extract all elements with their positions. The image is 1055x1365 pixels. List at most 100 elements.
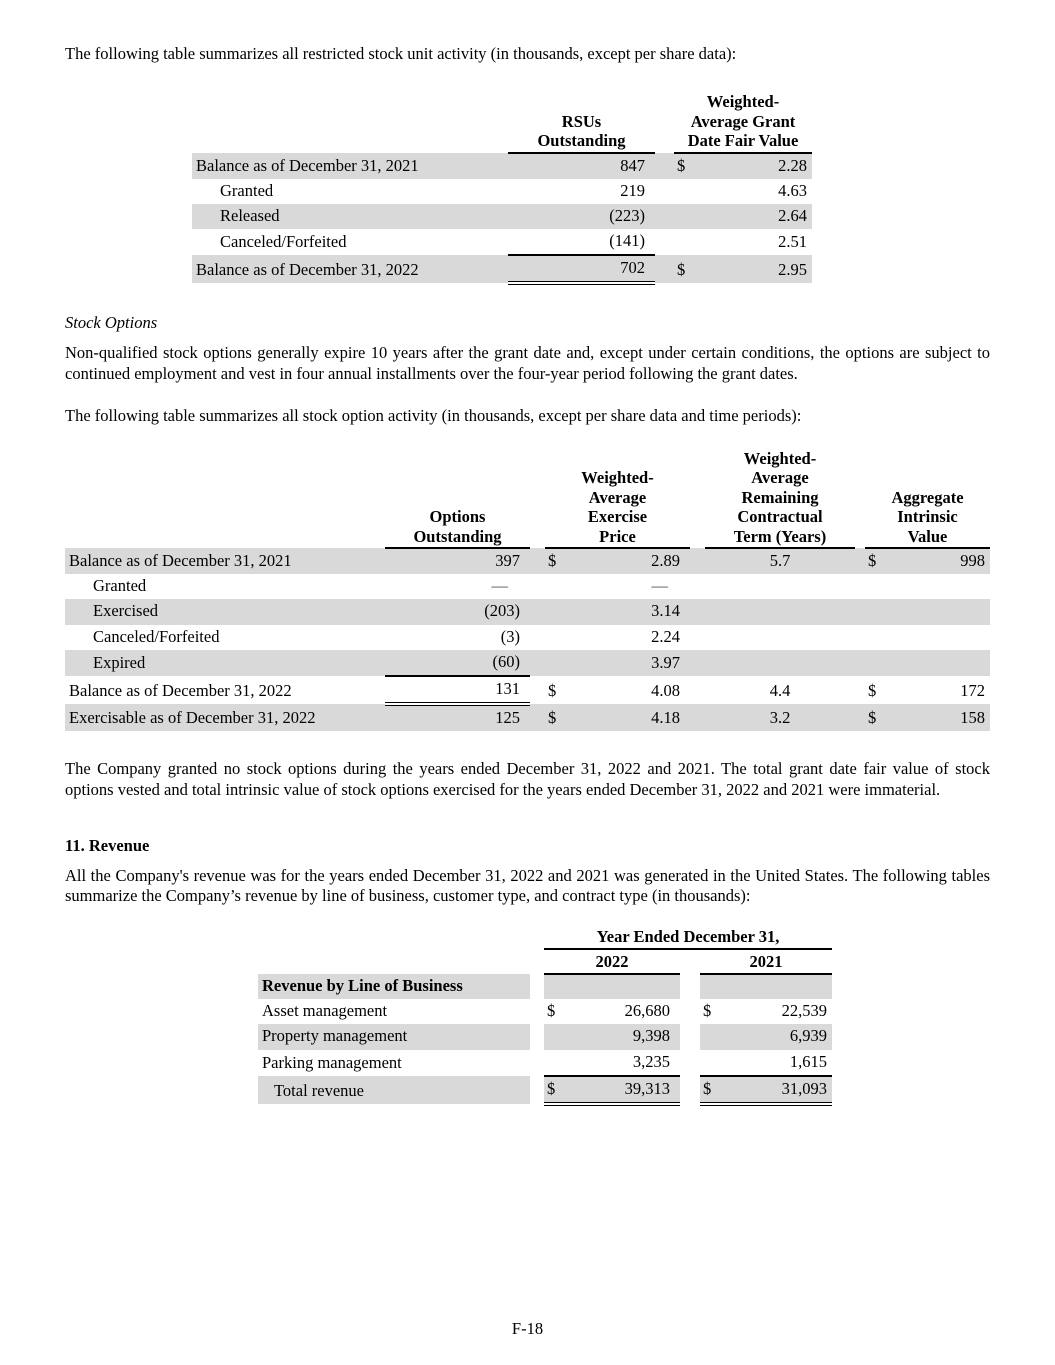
row-label: Granted [93,576,147,596]
table-row: Balance as of December 31, 2022 702 $ 2.… [192,255,812,286]
currency-symbol: $ [865,703,889,732]
options-activity-table: Options Outstanding Weighted-Average Exe… [65,446,990,732]
currency-symbol: $ [700,1075,722,1106]
row-label: Expired [65,649,385,676]
fair-value: 4.63 [778,180,807,200]
revenue-2021-value: 6,939 [722,1024,833,1050]
options-value: — [491,576,509,596]
table-row: Balance as of December 31, 2022 131 $ 4.… [65,675,990,706]
options-intro-paragraph: The following table summarizes all stock… [65,406,802,426]
term-value: 4.4 [769,680,791,700]
options-value: (60) [385,649,530,677]
price-value: 4.08 [651,680,680,700]
fair-value: 2.64 [700,204,812,230]
table-row: Expired (60) 3.97 [65,649,990,677]
table-row: Property management 9,398 6,939 [258,1024,833,1050]
currency-symbol: $ [544,1075,568,1106]
currency-symbol [674,204,700,230]
currency-symbol: $ [868,680,877,700]
revenue-2021-value: 31,093 [722,1075,833,1106]
year-2022-header: 2022 [544,949,680,976]
fair-value: 2.51 [778,232,807,252]
row-label: Granted [220,180,274,200]
rsu-col-header-shares: RSUs Outstanding [508,90,655,154]
revenue-group-header: Year Ended December 31, [544,924,833,951]
table-row: Exercisable as of December 31, 2022 125 … [65,703,990,732]
row-label: Balance as of December 31, 2022 [69,680,292,700]
row-label: Balance as of December 31, 2021 [65,548,385,575]
table-row: Released (223) 2.64 [192,204,812,230]
shares-value: (141) [508,229,655,257]
options-value: 131 [385,675,530,706]
options-col-header-outstanding: Options Outstanding [385,446,530,550]
revenue-2022-value: 9,398 [568,1024,680,1050]
table-row: Balance as of December 31, 2021 397 $ 2.… [65,548,990,575]
options-col-header-term: Weighted-Average Remaining Contractual T… [705,446,855,550]
currency-symbol: $ [703,1001,712,1021]
row-label: Parking management [262,1052,402,1072]
options-col-header-value: Aggregate Intrinsic Value [865,446,990,550]
section-label: Revenue by Line of Business [258,974,530,1000]
options-value: (203) [385,599,530,625]
intrinsic-value: 158 [889,703,990,732]
shares-value: 702 [508,255,655,286]
price-value: 2.24 [651,626,680,646]
currency-symbol [674,229,700,255]
footer-page-number: F-18 [511,1319,544,1338]
price-value: 3.97 [569,649,690,676]
row-label: Total revenue [258,1075,530,1104]
revenue-2022-value: 39,313 [568,1075,680,1106]
intrinsic-value: 998 [889,548,990,575]
stock-options-paragraph: Non-qualified stock options generally ex… [65,343,990,383]
currency-symbol: $ [674,152,700,179]
fair-value: 2.95 [700,255,812,284]
currency-symbol: $ [674,255,700,284]
options-value: 125 [385,703,530,732]
options-note-paragraph: The Company granted no stock options dur… [65,759,990,799]
revenue-2021-value: 1,615 [722,1049,833,1077]
currency-symbol: $ [545,703,569,732]
year-2021-header: 2021 [700,949,833,976]
revenue-2022-value: 26,680 [624,1001,670,1021]
stock-options-heading: Stock Options [65,313,158,333]
revenue-group-header-row: Year Ended December 31, [258,924,833,951]
row-label: Exercised [65,599,385,625]
row-label: Canceled/Forfeited [220,232,347,252]
options-col-header-price: Weighted-Average Exercise Price [545,446,690,550]
rsu-intro-paragraph: The following table summarizes all restr… [65,44,737,63]
table-row: Parking management 3,235 1,615 [258,1049,833,1077]
intrinsic-value: 172 [960,680,985,700]
currency-symbol [674,179,700,204]
row-label: Asset management [262,1001,388,1021]
rsu-activity-table: RSUs Outstanding Weighted-Average Grant … [192,90,812,286]
row-label: Canceled/Forfeited [93,626,220,646]
term-value: 3.2 [705,703,855,732]
currency-symbol: $ [547,1001,556,1021]
term-value: 5.7 [705,548,855,575]
table-row: Granted — — [65,574,990,599]
revenue-2022-value: 3,235 [568,1049,680,1077]
fair-value: 2.28 [700,152,812,179]
revenue-2021-value: 22,539 [781,1001,828,1021]
row-label: Balance as of December 31, 2022 [192,255,508,284]
price-value: 2.89 [569,548,690,575]
currency-symbol: $ [545,548,569,575]
table-row: Total revenue $ 39,313 $ 31,093 [258,1075,833,1106]
price-value: 3.14 [569,599,690,625]
row-label: Exercisable as of December 31, 2022 [65,703,385,732]
revenue-section-heading: 11. Revenue [65,835,150,855]
table-row: Granted 219 4.63 [192,179,812,204]
table-row: Balance as of December 31, 2021 847 $ 2.… [192,152,812,179]
price-value: 4.18 [569,703,690,732]
revenue-intro-paragraph: All the Company's revenue was for the ye… [65,865,990,906]
currency-symbol: $ [548,680,557,700]
revenue-section-row: Revenue by Line of Business [258,974,833,1000]
revenue-year-header-row: 2022 2021 [258,949,833,976]
table-row: Exercised (203) 3.14 [65,599,990,625]
rsu-col-header-fair-value: Weighted-Average Grant Date Fair Value [674,90,812,154]
price-value: — [651,576,669,596]
shares-value: 847 [508,152,655,179]
shares-value: (223) [508,204,655,230]
shares-value: 219 [620,180,645,200]
row-label: Released [192,204,508,230]
